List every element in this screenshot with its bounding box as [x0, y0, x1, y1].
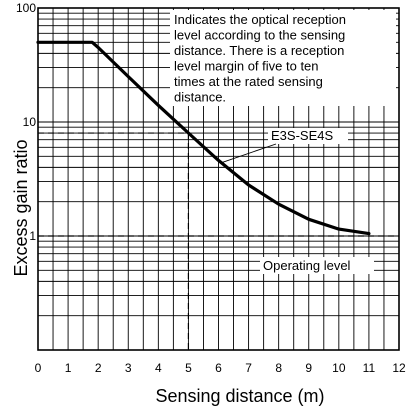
- x-tick-label: 4: [155, 361, 162, 375]
- x-tick-label: 5: [185, 361, 192, 375]
- series-label-background: [268, 128, 348, 144]
- note-line: distance. There is a reception: [174, 43, 344, 58]
- x-tick-label: 11: [363, 361, 376, 375]
- x-tick-label: 3: [125, 361, 132, 375]
- x-tick-label: 0: [35, 361, 42, 375]
- x-tick-label: 2: [95, 361, 102, 375]
- plot-frame: [37, 7, 400, 351]
- x-tick-label: 1: [65, 361, 72, 375]
- note-line: level margin of five to ten: [174, 59, 319, 74]
- x-tick-label: 10: [332, 361, 346, 375]
- operating-level-label-background: [260, 257, 374, 274]
- curve-layer: [36, 40, 371, 236]
- note-background: [170, 10, 396, 106]
- x-axis-label: Sensing distance (m): [155, 386, 324, 406]
- series-label-leader: [221, 143, 277, 164]
- operating-level-label: Operating level: [263, 258, 351, 273]
- series-label: E3S-SE4S: [271, 128, 333, 143]
- x-tick-label: 6: [215, 361, 222, 375]
- note-line: Indicates the optical reception: [174, 12, 346, 27]
- y-tick-label: 10: [23, 115, 37, 129]
- y-tick-label: 100: [16, 1, 36, 15]
- x-tick-label: 8: [275, 361, 282, 375]
- x-tick-label: 7: [245, 361, 252, 375]
- reference-lines: [38, 132, 399, 350]
- x-tick-label: 9: [305, 361, 312, 375]
- note-line: level according to the sensing: [174, 28, 345, 43]
- note-line: distance.: [174, 90, 226, 105]
- y-axis-label: Excess gain ratio: [11, 139, 31, 276]
- note-line: times at the rated sensing: [174, 74, 323, 89]
- y-tick-label: 1: [29, 229, 36, 243]
- series-line: [36, 40, 371, 236]
- x-tick-label: 12: [392, 361, 406, 375]
